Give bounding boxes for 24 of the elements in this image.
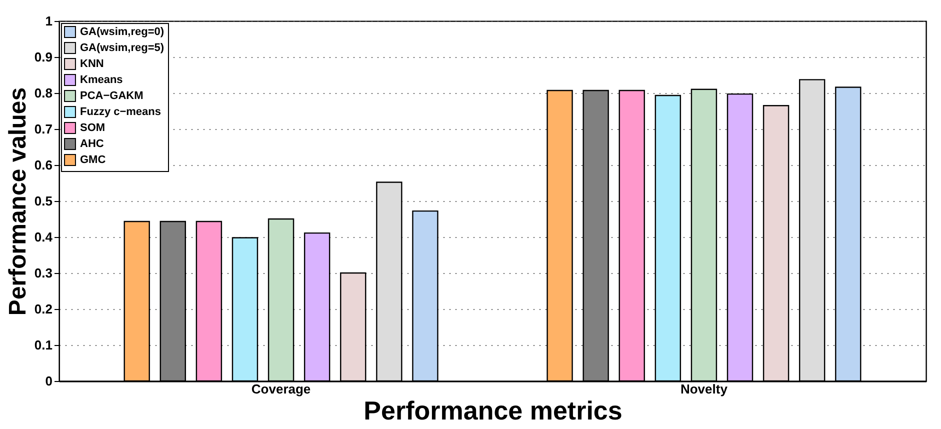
legend-label: GA(wsim,reg=5) <box>80 42 164 54</box>
y-tick-label: 0.5 <box>34 194 52 208</box>
y-tick-label: 0 <box>45 374 52 388</box>
legend-label: AHC <box>80 138 104 150</box>
y-tick-label: 0.9 <box>34 50 52 64</box>
y-tick-label: 0.6 <box>34 158 52 172</box>
y-tick-label: 0.3 <box>34 266 52 280</box>
legend-label: KNN <box>80 58 104 70</box>
y-tick-label: 0.2 <box>34 302 52 316</box>
x-tick-label: Coverage <box>251 382 311 396</box>
y-tick-label: 0.1 <box>34 338 52 352</box>
y-tick-label: 0.7 <box>34 122 52 136</box>
legend-label: GMC <box>80 154 106 166</box>
legend-label: GA(wsim,reg=0) <box>80 26 164 38</box>
legend-label: PCA−GAKM <box>80 90 144 102</box>
legend-label: Kmeans <box>80 74 123 86</box>
y-tick-label: 0.8 <box>34 86 52 100</box>
legend-label: SOM <box>80 122 106 134</box>
y-tick-label: 0.4 <box>34 230 54 244</box>
x-tick-label: Novelty <box>680 382 728 396</box>
legend-label: Fuzzy c−means <box>80 106 162 118</box>
x-axis-title: Performance metrics <box>364 396 622 426</box>
y-tick-label: 1 <box>45 14 52 28</box>
y-axis-title: Performance values <box>4 87 32 316</box>
